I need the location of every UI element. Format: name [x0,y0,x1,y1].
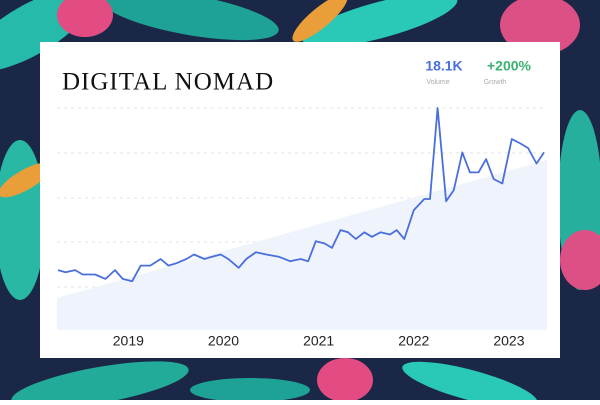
stat-label: Volume [426,79,449,86]
x-tick-label: 2021 [303,333,334,349]
stat-label: Growth [484,79,507,86]
stat-value: +200% [487,58,532,74]
line [57,107,545,283]
x-tick-label: 2022 [398,333,429,349]
x-tick-label: 2019 [113,333,144,349]
stat-value: 18.1K [425,58,462,74]
brand-title: DIGITAL NOMAD [62,69,274,96]
trend-area [57,160,547,330]
x-tick-label: 2023 [493,333,524,349]
x-tick-label: 2020 [208,333,239,349]
